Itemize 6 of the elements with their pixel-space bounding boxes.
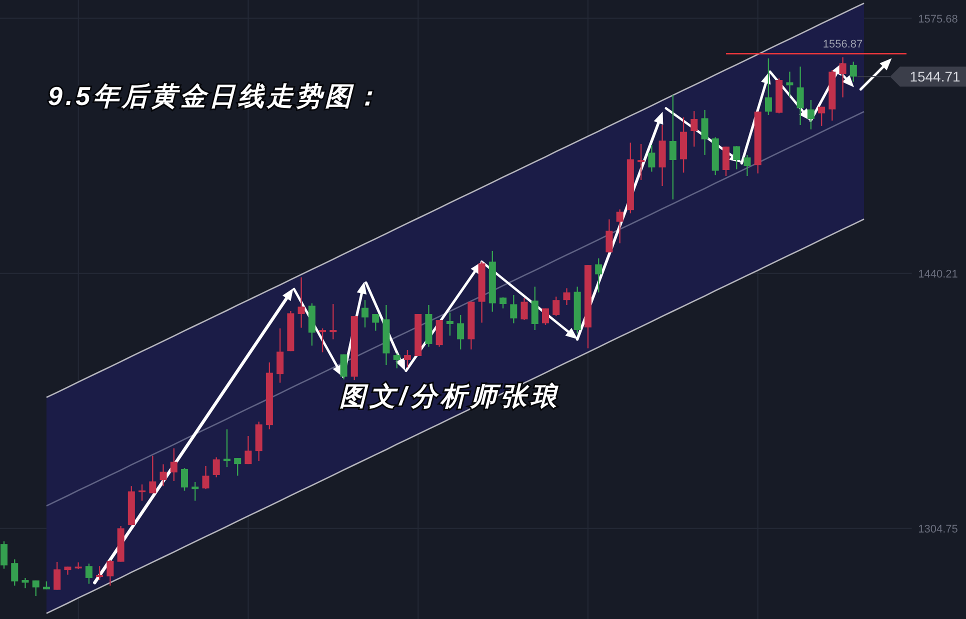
- ref-label: 1544.71: [910, 68, 960, 85]
- y-tick-label: 1575.68: [918, 13, 958, 26]
- y-tick-label: 1440.21: [918, 268, 958, 280]
- value-label: 1556.87: [822, 38, 863, 51]
- y-tick-label: 1304.75: [918, 523, 958, 536]
- title: 9.5年后黄金日线走势图：: [48, 81, 384, 111]
